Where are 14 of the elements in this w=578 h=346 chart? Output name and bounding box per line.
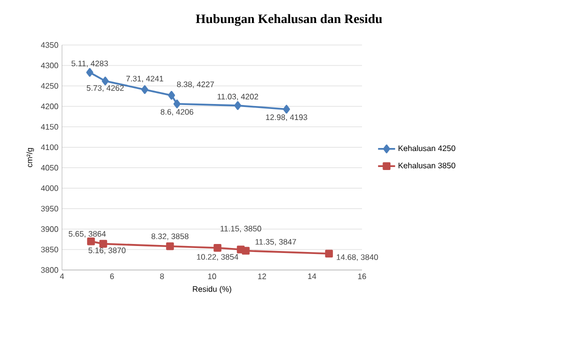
point (102, 76, 109, 86)
point (99, 240, 108, 248)
point (87, 237, 95, 246)
point (168, 90, 176, 100)
point (141, 85, 148, 94)
point (86, 68, 94, 77)
point (234, 101, 242, 110)
chart-title: Hubungan Kehalusan dan Residu (196, 14, 382, 26)
point (173, 100, 181, 108)
point (166, 242, 174, 250)
point (325, 250, 333, 258)
point (242, 246, 250, 255)
point (282, 104, 290, 114)
point (214, 244, 222, 252)
